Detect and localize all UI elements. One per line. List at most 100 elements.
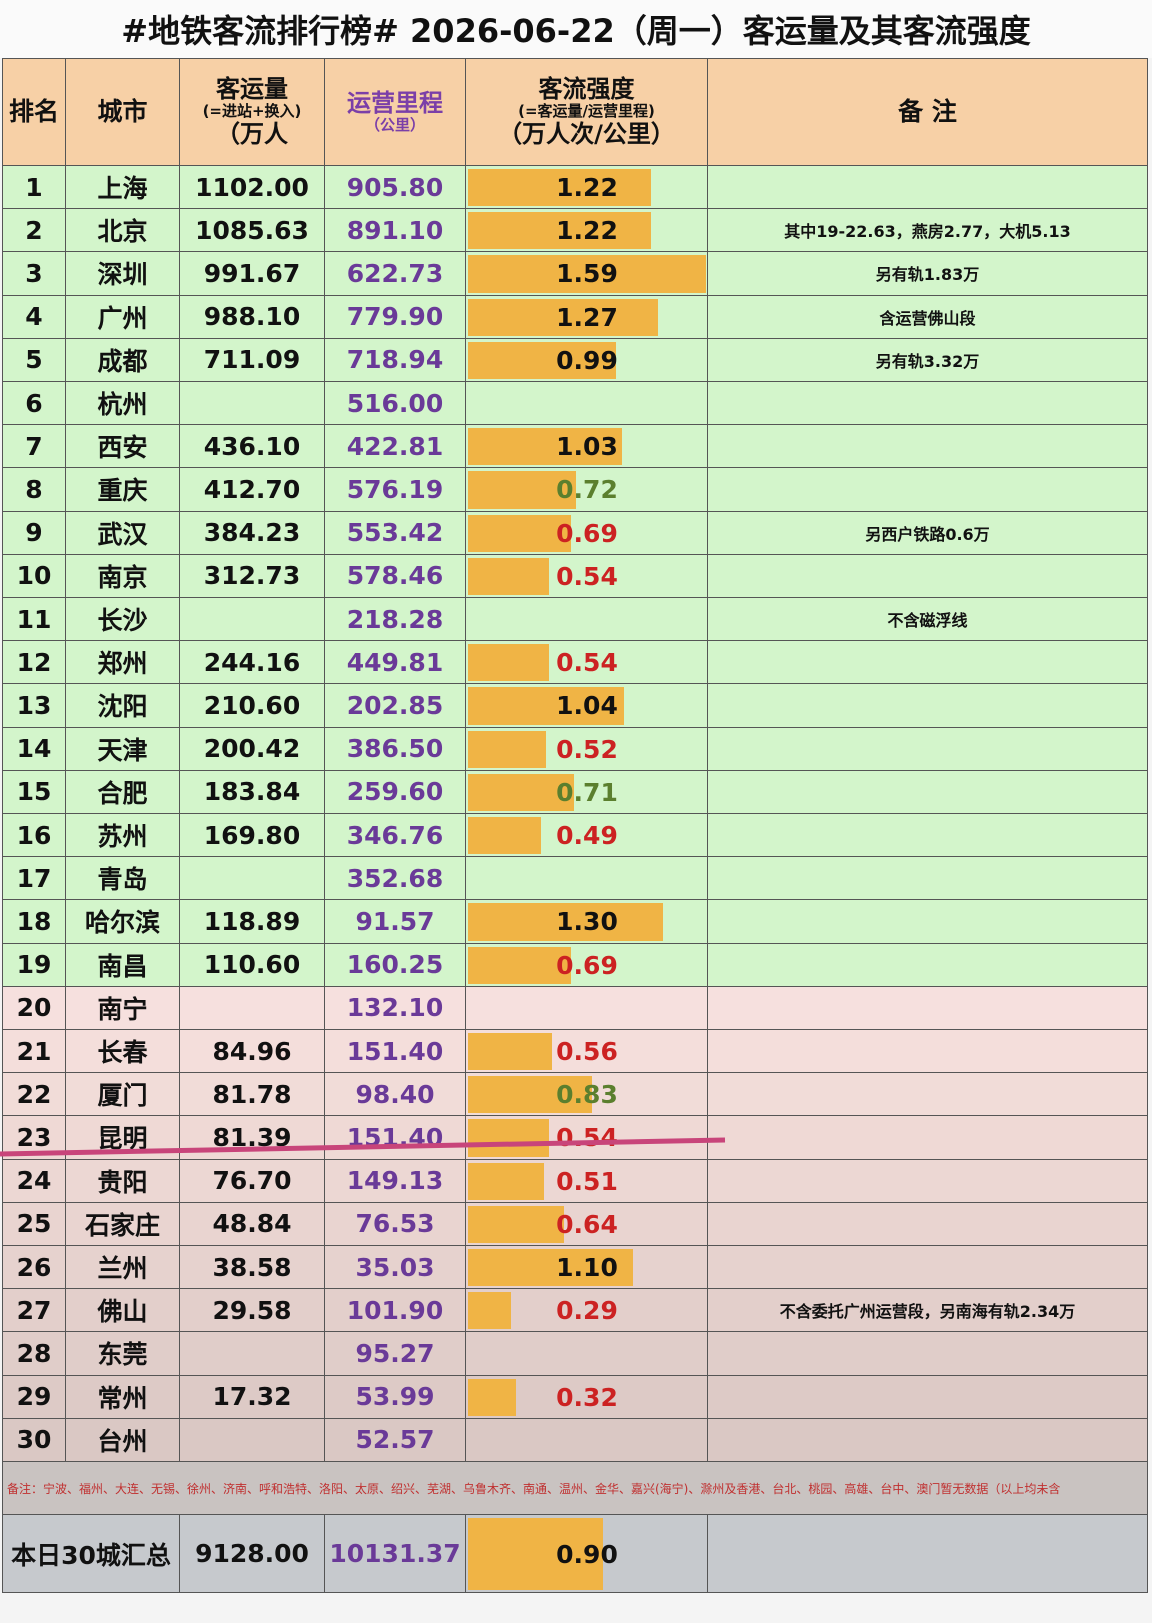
table-cell: 24 <box>2 1159 66 1203</box>
city-text: 佛山 <box>97 1297 148 1327</box>
length-text: 576.19 <box>346 474 444 504</box>
ridership-text: 991.67 <box>203 258 301 288</box>
table-cell <box>708 1202 1148 1246</box>
length-text: 386.50 <box>346 734 444 764</box>
table-cell: 259.60 <box>325 770 466 814</box>
length-text: 891.10 <box>346 215 444 245</box>
city-text: 广州 <box>97 303 148 333</box>
table-cell: 3 <box>2 252 66 296</box>
table-cell: 上海 <box>66 166 180 210</box>
header-text: 城市 <box>97 96 148 126</box>
length-text: 101.90 <box>346 1295 444 1325</box>
length-text: 149.13 <box>346 1166 444 1196</box>
table-cell: 412.70 <box>180 468 325 512</box>
table-cell: 200.42 <box>180 727 325 771</box>
total-length: 10131.37 <box>329 1539 461 1568</box>
rank-text: 12 <box>16 647 52 677</box>
ridership-text: 200.42 <box>203 734 301 764</box>
table-cell <box>708 1073 1148 1117</box>
table-cell: 218.28 <box>325 598 466 642</box>
city-text: 台州 <box>97 1426 148 1456</box>
table-cell: 25 <box>2 1202 66 1246</box>
table-cell: 另有轨1.83万 <box>708 252 1148 296</box>
city-text: 深圳 <box>97 260 148 290</box>
intensity-value: 0.54 <box>556 1123 618 1153</box>
intensity-bar <box>468 903 663 941</box>
header-text: 运营里程 <box>347 88 443 117</box>
table-cell: 346.76 <box>325 814 466 858</box>
table-cell: 6 <box>2 382 66 426</box>
table-cell: 553.42 <box>325 511 466 555</box>
ridership-text: 436.10 <box>203 431 301 461</box>
header-text: 排名 <box>8 96 59 126</box>
table-cell <box>708 986 1148 1030</box>
length-text: 779.90 <box>346 302 444 332</box>
table-cell: 1085.63 <box>180 209 325 253</box>
intensity-value: 0.69 <box>556 518 618 548</box>
intensity-bar <box>468 1249 633 1287</box>
intensity-bar <box>468 557 549 595</box>
length-text: 76.53 <box>355 1209 435 1239</box>
intensity-bar <box>468 1378 516 1416</box>
length-text: 35.03 <box>355 1252 435 1282</box>
table-cell: 718.94 <box>325 338 466 382</box>
note-text: 另有轨1.83万 <box>875 265 980 285</box>
length-text: 95.27 <box>355 1338 435 1368</box>
table-cell <box>466 1332 708 1376</box>
table-cell: 991.67 <box>180 252 325 296</box>
table-cell: 广州 <box>66 295 180 339</box>
header-cell: 备 注 <box>708 58 1148 166</box>
table-cell: 另有轨3.32万 <box>708 338 1148 382</box>
table-cell: 30 <box>2 1418 66 1462</box>
rank-text: 11 <box>16 604 52 634</box>
table-cell: 南宁 <box>66 986 180 1030</box>
total-cell: 9128.00 <box>180 1515 325 1593</box>
header-cell: 城市 <box>66 58 180 166</box>
table-cell: 15 <box>2 770 66 814</box>
rank-text: 17 <box>16 863 52 893</box>
city-text: 东莞 <box>97 1340 148 1370</box>
length-text: 98.40 <box>355 1079 435 1109</box>
header-text: （万人 <box>216 119 288 148</box>
total-ridership: 9128.00 <box>195 1539 309 1568</box>
city-text: 长沙 <box>97 606 148 636</box>
ridership-text: 29.58 <box>212 1295 292 1325</box>
length-text: 449.81 <box>346 647 444 677</box>
intensity-bar <box>468 644 549 682</box>
rank-text: 14 <box>16 734 52 764</box>
city-text: 西安 <box>97 433 148 463</box>
length-text: 202.85 <box>346 690 444 720</box>
table-cell <box>708 1332 1148 1376</box>
table-cell: 516.00 <box>325 382 466 426</box>
rank-text: 20 <box>16 993 52 1023</box>
table-cell: 其中19-22.63，燕房2.77，大机5.13 <box>708 209 1148 253</box>
table-cell: 合肥 <box>66 770 180 814</box>
table-cell: 西安 <box>66 425 180 469</box>
table-cell: 384.23 <box>180 511 325 555</box>
table-cell: 118.89 <box>180 900 325 944</box>
table-cell: 不含委托广州运营段，另南海有轨2.34万 <box>708 1289 1148 1333</box>
table-cell <box>708 1375 1148 1419</box>
table-cell: 台州 <box>66 1418 180 1462</box>
table-cell: 19 <box>2 943 66 987</box>
rank-text: 19 <box>16 950 52 980</box>
intensity-value: 0.29 <box>556 1296 618 1326</box>
table-cell: 422.81 <box>325 425 466 469</box>
table-cell <box>708 1246 1148 1290</box>
table-cell: 兰州 <box>66 1246 180 1290</box>
table-cell <box>180 382 325 426</box>
table-cell: 2 <box>2 209 66 253</box>
intensity-value: 0.49 <box>556 821 618 851</box>
table-cell: 35.03 <box>325 1246 466 1290</box>
intensity-bar <box>468 946 572 984</box>
ridership-text: 384.23 <box>203 518 301 548</box>
city-text: 南宁 <box>97 994 148 1024</box>
table-cell: 重庆 <box>66 468 180 512</box>
intensity-value: 1.27 <box>556 302 618 332</box>
note-text: 不含委托广州运营段，另南海有轨2.34万 <box>779 1302 1076 1322</box>
city-text: 北京 <box>97 217 148 247</box>
header-cell: 客运量 (=进站+换入) （万人 <box>180 58 325 166</box>
header-text: （万人次/公里） <box>498 119 675 148</box>
intensity-bar <box>468 1292 512 1330</box>
header-text: (=客运量/运营里程) <box>518 102 655 121</box>
